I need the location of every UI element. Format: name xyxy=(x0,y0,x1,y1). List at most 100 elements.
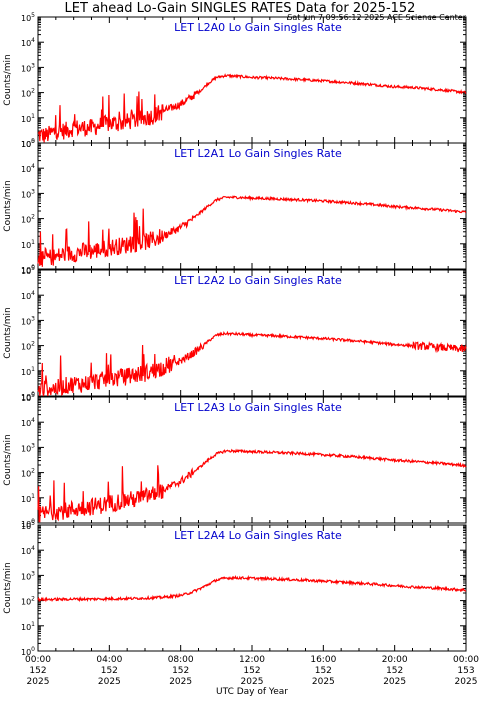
data-series-line xyxy=(38,332,466,396)
x-tick-time: 20:00 xyxy=(382,655,408,665)
panels: LET L2A0 Lo Gain Singles Rate Counts/min 1… xyxy=(3,12,466,657)
x-tick-doy: 152 xyxy=(243,666,260,676)
y-tick-label: 102 xyxy=(21,88,35,99)
y-tick-exponent: 5 xyxy=(31,138,35,145)
chart-panel-1: LET L2A1 Lo Gain Singles Rate Counts/min 1… xyxy=(3,138,466,275)
x-tick-doy: 153 xyxy=(457,666,474,676)
y-tick-exponent: 1 xyxy=(31,113,35,120)
y-tick-label: 105 xyxy=(21,138,35,149)
y-tick-exponent: 3 xyxy=(31,442,35,449)
data-series-line xyxy=(38,577,466,601)
x-tick-year: 2025 xyxy=(98,677,121,687)
y-tick-exponent: 1 xyxy=(31,621,35,628)
y-tick-exponent: 0 xyxy=(31,646,35,653)
y-tick-exponent: 2 xyxy=(31,341,35,348)
x-tick-time: 08:00 xyxy=(168,655,194,665)
panel-title: LET L2A2 Lo Gain Singles Rate xyxy=(174,274,342,287)
chart-panel-2: LET L2A2 Lo Gain Singles Rate Counts/min 1… xyxy=(3,265,466,402)
y-tick-label: 105 xyxy=(21,392,35,403)
y-tick-exponent: 5 xyxy=(31,12,35,19)
x-tick-doy: 152 xyxy=(315,666,332,676)
plot-frame xyxy=(38,525,466,651)
x-tick-time: 12:00 xyxy=(239,655,265,665)
data-series-line xyxy=(38,196,466,267)
y-tick-label: 104 xyxy=(21,37,35,48)
y-tick-label: 103 xyxy=(21,570,35,581)
y-tick-label: 101 xyxy=(21,493,35,504)
y-tick-exponent: 2 xyxy=(31,596,35,603)
y-tick-exponent: 1 xyxy=(31,366,35,373)
y-tick-label: 104 xyxy=(21,545,35,556)
y-tick-exponent: 2 xyxy=(31,468,35,475)
chart-panel-4: LET L2A4 Lo Gain Singles Rate Counts/min 1… xyxy=(3,520,466,657)
y-tick-label: 102 xyxy=(21,596,35,607)
y-tick-exponent: 1 xyxy=(31,239,35,246)
x-tick-year: 2025 xyxy=(383,677,406,687)
x-tick-time: 16:00 xyxy=(310,655,336,665)
y-tick-exponent: 4 xyxy=(31,290,35,297)
y-tick-exponent: 5 xyxy=(31,520,35,527)
x-tick-doy: 152 xyxy=(172,666,189,676)
y-tick-label: 102 xyxy=(21,214,35,225)
y-tick-exponent: 3 xyxy=(31,315,35,322)
x-axis-ticks: 00:00152202504:00152202508:00152202512:0… xyxy=(25,655,479,687)
y-tick-label: 101 xyxy=(21,621,35,632)
y-tick-exponent: 2 xyxy=(31,88,35,95)
y-tick-label: 101 xyxy=(21,239,35,250)
y-tick-label: 102 xyxy=(21,341,35,352)
y-axis-label: Counts/min xyxy=(3,180,13,231)
y-tick-exponent: 3 xyxy=(31,570,35,577)
x-tick-time: 00:00 xyxy=(25,655,51,665)
y-tick-exponent: 4 xyxy=(31,545,35,552)
y-tick-label: 104 xyxy=(21,290,35,301)
panel-title: LET L2A4 Lo Gain Singles Rate xyxy=(174,529,342,542)
y-tick-label: 104 xyxy=(21,163,35,174)
x-tick-year: 2025 xyxy=(27,677,50,687)
x-tick-year: 2025 xyxy=(312,677,335,687)
x-tick-time: 00:00 xyxy=(453,655,479,665)
x-tick-time: 04:00 xyxy=(96,655,122,665)
y-tick-exponent: 2 xyxy=(31,214,35,221)
data-series-line xyxy=(38,450,466,522)
y-tick-exponent: 4 xyxy=(31,417,35,424)
y-tick-label: 103 xyxy=(21,62,35,73)
x-tick-doy: 152 xyxy=(101,666,118,676)
y-tick-exponent: 5 xyxy=(31,392,35,399)
y-tick-label: 103 xyxy=(21,188,35,199)
y-axis-label: Counts/min xyxy=(3,54,13,105)
data-series-line xyxy=(38,75,466,143)
y-tick-exponent: 4 xyxy=(31,163,35,170)
y-tick-label: 101 xyxy=(21,113,35,124)
y-tick-exponent: 1 xyxy=(31,493,35,500)
y-tick-label: 102 xyxy=(21,468,35,479)
x-tick-year: 2025 xyxy=(241,677,264,687)
plot-frame xyxy=(38,270,466,396)
y-tick-exponent: 3 xyxy=(31,188,35,195)
chart-panel-0: LET L2A0 Lo Gain Singles Rate Counts/min 1… xyxy=(3,12,466,149)
x-tick-doy: 152 xyxy=(386,666,403,676)
panel-title: LET L2A1 Lo Gain Singles Rate xyxy=(174,147,342,160)
y-tick-label: 105 xyxy=(21,265,35,276)
panel-title: LET L2A0 Lo Gain Singles Rate xyxy=(174,21,342,34)
x-axis-label: UTC Day of Year xyxy=(216,687,288,697)
y-tick-label: 105 xyxy=(21,12,35,23)
x-tick-year: 2025 xyxy=(169,677,192,687)
y-tick-exponent: 4 xyxy=(31,37,35,44)
x-tick-year: 2025 xyxy=(455,677,478,687)
y-tick-label: 103 xyxy=(21,442,35,453)
y-axis-label: Counts/min xyxy=(3,307,13,358)
x-tick-doy: 152 xyxy=(29,666,46,676)
y-tick-exponent: 3 xyxy=(31,62,35,69)
chart-panel-3: LET L2A3 Lo Gain Singles RateCounts/min1… xyxy=(3,392,466,529)
y-tick-exponent: 5 xyxy=(31,265,35,272)
y-axis-label: Counts/min xyxy=(3,562,13,613)
y-tick-label: 101 xyxy=(21,366,35,377)
